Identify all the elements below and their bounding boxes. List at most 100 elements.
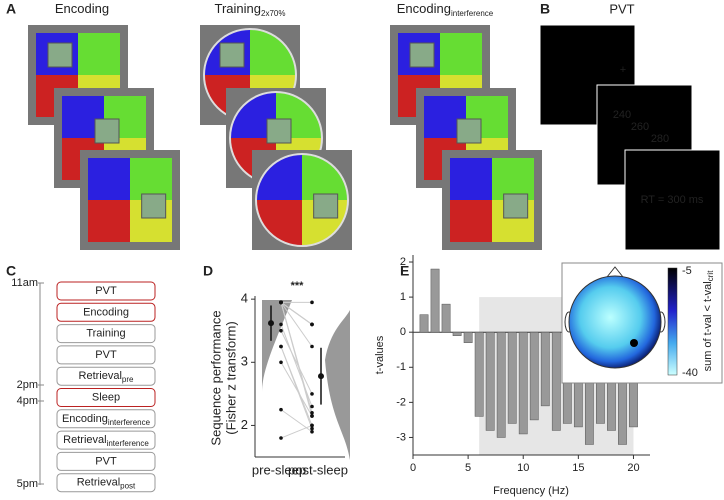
panel-letter: C (6, 263, 16, 279)
schedule-label-main: PVT (95, 455, 117, 467)
screen (624, 149, 721, 251)
panel-title: Encodinginterference (397, 1, 494, 18)
panel-letter: A (6, 1, 16, 17)
y-tick-label: 2 (241, 417, 248, 432)
pair-line (280, 330, 313, 395)
bar (518, 331, 528, 435)
object-picture (219, 42, 245, 68)
quadrant (130, 158, 172, 200)
schedule-label-main: PVT (95, 349, 117, 361)
object-picture (141, 193, 167, 219)
object-picture (503, 193, 529, 219)
schedule-box (56, 409, 156, 429)
panel-title: PVT (609, 1, 634, 16)
colorbar-title-sub: crit (706, 270, 715, 281)
schedule-label-sub: interference (108, 418, 151, 427)
panel-letter: D (203, 263, 213, 279)
bar (441, 303, 451, 333)
x-tick-label: post-sleep (288, 462, 348, 477)
bar (551, 331, 561, 431)
pair-line (280, 302, 313, 347)
object-picture (266, 118, 292, 144)
head (568, 275, 662, 369)
point (279, 360, 283, 365)
schedule-label-main: Retrieval (79, 370, 122, 382)
x-axis-label: Frequency (Hz) (493, 485, 569, 497)
y-tick-label: -1 (396, 361, 406, 373)
schedule-label-main: Retrieval (77, 477, 120, 489)
colorbar-label: -5 (682, 265, 692, 277)
pair-line (280, 324, 313, 407)
colorbar-label: -40 (682, 367, 698, 379)
bar (507, 331, 517, 424)
schedule-box (56, 473, 156, 493)
point (279, 344, 283, 349)
schedule-label: Sleep (92, 391, 120, 403)
point (310, 429, 314, 434)
quadrant (440, 33, 482, 75)
y-axis-label: t-values (374, 335, 386, 374)
x-tick-label: 15 (572, 462, 584, 474)
schedule-label-sub: pre (122, 375, 134, 384)
point (310, 392, 314, 396)
violin (262, 300, 292, 392)
mean-point (268, 320, 274, 327)
nose (606, 266, 624, 278)
quadrant (256, 200, 302, 246)
y-tick-label: 1 (400, 291, 406, 303)
quadrant (250, 29, 296, 75)
y-tick-label: -2 (396, 396, 406, 408)
schedule-label-sub: interference (107, 439, 150, 448)
panel-letter: E (400, 263, 409, 279)
panel-letter: B (540, 1, 550, 17)
significance: *** (291, 280, 305, 292)
bar (540, 331, 550, 407)
schedule-label-main: Sleep (92, 391, 120, 403)
bar (485, 331, 495, 431)
schedule-box (56, 281, 156, 301)
point (279, 322, 283, 327)
x-tick-label: 0 (410, 462, 416, 474)
schedule-label: PVT (95, 455, 117, 467)
pair-line (280, 362, 313, 417)
pair-line (280, 302, 313, 417)
y-tick-label: 3 (241, 354, 248, 369)
schedule-label: Encoding (83, 306, 129, 318)
point (310, 411, 314, 415)
quadrant (88, 158, 130, 200)
x-tick-label: 5 (465, 462, 471, 474)
colorbar-title-main: sum of t-val < t-val (702, 281, 714, 371)
x-tick-label: 10 (517, 462, 529, 474)
point (279, 436, 283, 440)
quadrant (450, 200, 492, 242)
bar (463, 331, 473, 343)
mean-point (318, 373, 324, 380)
quadrant (230, 92, 276, 138)
panel-title-main: Encoding (397, 1, 451, 16)
panel-title-main: Training (215, 1, 261, 16)
point (310, 300, 314, 305)
schedule-label-sub: post (120, 482, 136, 491)
violin (325, 310, 350, 460)
point (310, 414, 314, 418)
schedule-label-main: PVT (95, 285, 117, 297)
point (310, 322, 314, 327)
quadrant (78, 33, 120, 75)
schedule-label: PVT (95, 285, 117, 297)
y-tick-label: 4 (241, 291, 248, 306)
rt-text: RT = 300 ms (641, 194, 704, 206)
object-picture (456, 118, 482, 144)
fixation: + (620, 64, 626, 76)
wheel-rim (255, 153, 349, 247)
time-label: 11am (11, 277, 38, 289)
quadrant (302, 154, 348, 200)
pair-line (280, 301, 313, 325)
x-tick-label: pre-sleep (252, 462, 306, 477)
bar (419, 314, 429, 333)
quadrant (450, 158, 492, 200)
bar (474, 331, 484, 417)
colorbar-title: sum of t-val < t-valcrit (702, 270, 715, 372)
point (279, 300, 283, 305)
panel-title: Encoding (55, 1, 109, 16)
